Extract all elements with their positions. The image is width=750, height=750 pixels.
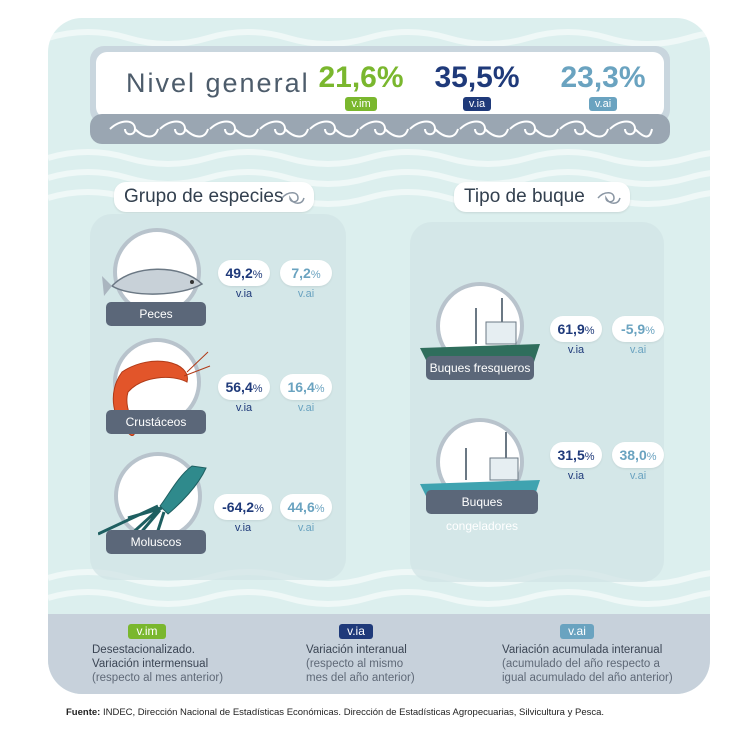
rope-pattern-icon [109,120,653,138]
fresqueros-vai-pill: -5,9% [612,316,664,342]
metric-vim-value: 21,6% [318,61,404,94]
metric-vai: 23,3% v.ai [558,62,648,112]
congeladores-via-value: 31,5 [557,447,585,463]
percent-sign: % [254,503,264,515]
legend-vai-title: Variación acumulada interanual [502,644,663,656]
peces-vai-value: 7,2 [291,265,311,281]
moluscos-via-pill: -64,2% [214,494,272,520]
legend-vim-tag: v.im [128,624,166,639]
species-label-moluscos: Moluscos [106,530,206,554]
percent-sign: % [584,451,595,463]
source-label: Fuente: [66,707,101,718]
crustaceos-via-tag: v.ia [235,402,253,414]
crustaceos-vai-value: 16,4 [287,379,315,395]
moluscos-vai-tag: v.ai [297,522,315,534]
metric-via: 35,5% v.ia [432,62,522,112]
crustaceos-vai-tag: v.ai [297,402,315,414]
legend-vai: v.ai Variación acumulada interanual (acu… [502,624,673,685]
infographic-panel: Nivel general 21,6% v.im 35,5% v.ia 23,3… [48,18,710,694]
legend: v.im Desestacionalizado. Variación inter… [48,614,710,694]
congeladores-vai-value: 38,0 [619,447,647,463]
peces-via-tag: v.ia [235,288,253,300]
source-note: Fuente: INDEC, Dirección Nacional de Est… [66,707,604,718]
fresqueros-vai-tag: v.ai [629,344,647,356]
fresqueros-via-value: 61,9 [557,321,585,337]
congeladores-vai-pill: 38,0% [612,442,664,468]
rope-knot-icon [597,192,621,204]
species-label-peces: Peces [106,302,206,326]
ships-column [410,222,664,582]
moluscos-via-value: -64,2 [222,499,255,515]
metric-vim-tag: v.im [345,97,377,111]
ship-type-title: Tipo de buque [454,182,630,212]
legend-vai-line2: (acumulado del año respecto a [502,658,660,670]
species-group-title-text: Grupo de especies [124,186,284,207]
peces-vai-tag: v.ai [297,288,315,300]
fresqueros-via-pill: 61,9% [550,316,602,342]
congeladores-via-pill: 31,5% [550,442,602,468]
legend-vai-line3: igual acumulado del año anterior) [502,672,673,684]
moluscos-vai-pill: 44,6% [280,494,332,520]
fish-icon [102,228,204,316]
ship-label-congeladores: Buques congeladores [426,490,538,533]
congeladores-via-tag: v.ia [567,470,585,482]
percent-sign: % [646,451,657,463]
ship-label-fresqueros: Buques fresqueros [426,356,534,380]
metric-via-value: 35,5% [434,61,520,94]
rope-band [90,114,670,144]
fresqueros-via-tag: v.ia [567,344,585,356]
percent-sign: % [252,383,263,395]
moluscos-vai-value: 44,6 [287,499,315,515]
ship-type-title-text: Tipo de buque [464,186,585,207]
metric-vim: 21,6% v.im [316,62,406,112]
moluscos-via-tag: v.ia [234,522,252,534]
species-label-crustaceos: Crustáceos [106,410,206,434]
legend-via: v.ia Variación interanual (respecto al m… [306,624,415,685]
peces-via-pill: 49,2% [218,260,270,286]
legend-vim-line3: (respecto al mes anterior) [92,672,224,684]
legend-vim: v.im Desestacionalizado. Variación inter… [92,624,223,685]
percent-sign: % [584,325,595,337]
percent-sign: % [645,325,655,337]
general-level-card: Nivel general 21,6% v.im 35,5% v.ia 23,3… [90,46,670,124]
crustaceos-vai-pill: 16,4% [280,374,332,400]
crustaceos-via-pill: 56,4% [218,374,270,400]
legend-vim-line2: Variación intermensual [92,658,209,670]
percent-sign: % [252,269,263,281]
percent-sign: % [314,383,325,395]
peces-via-value: 49,2 [225,265,253,281]
peces-vai-pill: 7,2% [280,260,332,286]
metric-vai-tag: v.ai [588,97,618,111]
legend-via-title: Variación interanual [306,644,407,656]
legend-via-tag: v.ia [339,624,373,639]
percent-sign: % [310,269,321,281]
legend-via-line3: mes del año anterior) [306,672,415,684]
legend-via-line2: (respecto al mismo [306,658,404,670]
crustaceos-via-value: 56,4 [225,379,253,395]
percent-sign: % [314,503,325,515]
general-level-title: Nivel general [126,68,310,98]
rope-knot-icon [281,192,305,204]
fresqueros-vai-value: -5,9 [621,321,646,337]
legend-vim-title: Desestacionalizado. [92,644,195,656]
legend-vai-tag: v.ai [560,624,594,639]
metric-vai-value: 23,3% [560,61,646,94]
source-text: INDEC, Dirección Nacional de Estadística… [102,707,605,718]
metric-via-tag: v.ia [462,97,492,111]
species-group-title: Grupo de especies [114,182,314,212]
congeladores-vai-tag: v.ai [629,470,647,482]
